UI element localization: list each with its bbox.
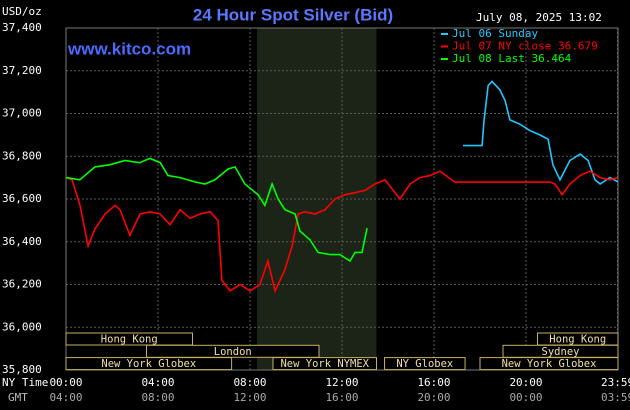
unit-label: USD/oz [2, 5, 42, 18]
legend-label: Jul 07 NY close 36.679 [452, 40, 598, 53]
session-shade [256, 28, 377, 370]
x-tick-label: 04:00 [141, 376, 174, 389]
timestamp: July 08, 2025 13:02 [476, 11, 602, 24]
y-tick-label: 36,200 [2, 278, 42, 291]
legend-label: Jul 08 Last 36.464 [452, 52, 572, 65]
session-label: New York Globex [502, 358, 597, 370]
session-label: Hong Kong [101, 334, 158, 346]
x-tick-label: 08:00 [233, 376, 266, 389]
session-label: Hong Kong [549, 334, 606, 346]
gmt-label: GMT [8, 391, 28, 404]
gmt-tick-label: 20:00 [417, 391, 450, 404]
price-line [65, 170, 619, 294]
site-label: www.kitco.com [67, 39, 191, 58]
gmt-tick-label: 12:00 [233, 391, 266, 404]
gmt-tick-label: 16:00 [325, 391, 358, 404]
price-line [65, 157, 368, 263]
session-label: NY Globex [396, 358, 453, 370]
session-label: Sydney [542, 346, 580, 358]
session-label: London [214, 346, 252, 358]
y-tick-label: 35,800 [2, 363, 42, 376]
x-tick-label: 23:59 [601, 376, 630, 389]
gmt-tick-label: 00:00 [509, 391, 542, 404]
session-label: New York NYMEX [280, 358, 369, 370]
y-tick-label: 36,800 [2, 149, 42, 162]
y-tick-label: 36,000 [2, 320, 42, 333]
y-tick-label: 36,600 [2, 192, 42, 205]
session-bar [272, 357, 377, 371]
session-label: New York Globex [101, 358, 196, 370]
y-tick-label: 37,400 [2, 21, 42, 34]
gmt-tick-label: 04:00 [49, 391, 82, 404]
x-tick-label: 20:00 [509, 376, 542, 389]
y-tick-label: 36,400 [2, 235, 42, 248]
chart-title: 24 Hour Spot Silver (Bid) [193, 5, 393, 24]
session-bar [65, 332, 193, 346]
y-tick-label: 37,000 [2, 107, 42, 120]
x-tick-label: 16:00 [417, 376, 450, 389]
x-tick-label: 00:00 [49, 376, 82, 389]
x-tick-label: 12:00 [325, 376, 358, 389]
gmt-tick-label: 08:00 [141, 391, 174, 404]
y-tick-label: 37,200 [2, 64, 42, 77]
gmt-tick-label: 03:59 [601, 391, 630, 404]
session-bar [146, 344, 320, 358]
legend-label: Jul 06 Sunday [452, 27, 538, 40]
session-bar [65, 357, 233, 371]
session-bar [479, 357, 619, 371]
ny-time-label: NY Time [2, 376, 48, 389]
session-bar [384, 357, 466, 371]
